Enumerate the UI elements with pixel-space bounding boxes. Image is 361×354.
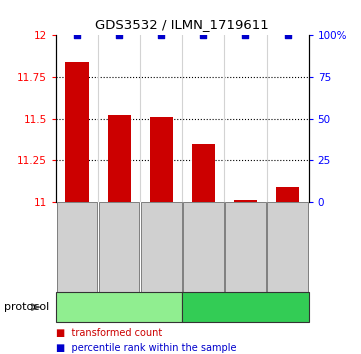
- Text: PRC depletion: PRC depletion: [206, 302, 284, 312]
- Text: GSM347906: GSM347906: [157, 221, 166, 273]
- Bar: [108, 115, 131, 202]
- Text: GSM347909: GSM347909: [283, 221, 292, 273]
- Text: ■  percentile rank within the sample: ■ percentile rank within the sample: [56, 343, 236, 353]
- Point: [200, 33, 206, 38]
- Title: GDS3532 / ILMN_1719611: GDS3532 / ILMN_1719611: [95, 18, 269, 32]
- Text: GSM347904: GSM347904: [73, 221, 82, 273]
- Bar: [150, 117, 173, 202]
- Text: GSM347908: GSM347908: [241, 221, 250, 273]
- Text: GSM347905: GSM347905: [115, 221, 123, 273]
- Point: [158, 33, 164, 38]
- Text: ■  transformed count: ■ transformed count: [56, 328, 162, 338]
- Text: protocol: protocol: [4, 302, 49, 312]
- Bar: [234, 200, 257, 202]
- Text: GSM347907: GSM347907: [199, 221, 208, 273]
- Point: [116, 33, 122, 38]
- Bar: [276, 187, 299, 202]
- Point: [285, 33, 291, 38]
- Bar: [65, 62, 88, 202]
- Point: [243, 33, 248, 38]
- Point: [74, 33, 80, 38]
- Text: control: control: [100, 302, 138, 312]
- Bar: [192, 144, 215, 202]
